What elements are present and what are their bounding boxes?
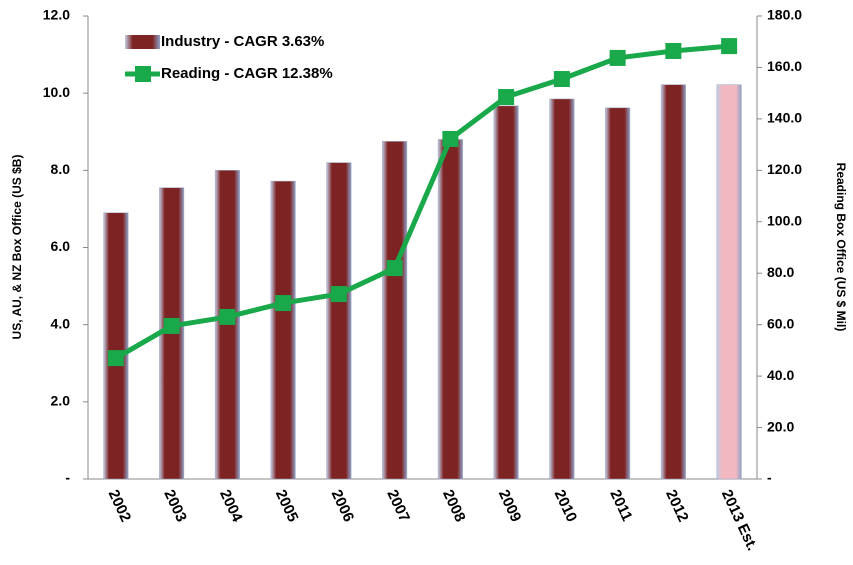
- y-tick-label: 8.0: [51, 161, 71, 177]
- line-marker: [219, 308, 236, 325]
- line-marker: [442, 130, 459, 147]
- bar: [493, 105, 519, 480]
- x-tick-label: 2008: [439, 487, 469, 524]
- y2-tick-label: 40.0: [767, 367, 794, 383]
- x-tick-label: 2003: [160, 487, 190, 524]
- line-marker: [553, 71, 570, 88]
- line-marker: [721, 38, 738, 55]
- bar: [605, 107, 631, 480]
- line-marker: [107, 350, 124, 367]
- legend-label: Reading - CAGR 12.38%: [161, 65, 333, 82]
- line-marker: [330, 286, 347, 303]
- y2-tick-label: 60.0: [767, 315, 794, 331]
- legend-swatch: [135, 66, 151, 82]
- line: [114, 43, 730, 361]
- x-tick-label: 2004: [216, 487, 246, 525]
- y2-tick-label: 180.0: [767, 7, 802, 23]
- bar: [549, 98, 575, 480]
- y-tick-label: 10.0: [43, 84, 70, 100]
- legend-label: Industry - CAGR 3.63%: [161, 33, 324, 50]
- line-marker: [163, 317, 180, 334]
- y-tick-label: -: [65, 470, 70, 486]
- x-tick-label: 2009: [495, 487, 525, 524]
- x-tick-label: 2011: [606, 487, 635, 524]
- x-tick-label: 2007: [383, 487, 413, 524]
- y-axis-title: US, AU, & NZ Box Office (US $B): [10, 155, 24, 340]
- y2-tick-label: 140.0: [767, 110, 802, 126]
- line-marker: [665, 42, 682, 59]
- x-tick-label: 2010: [551, 487, 581, 524]
- x-tick-label: 2013 Est.: [718, 487, 761, 553]
- bar: [326, 162, 352, 480]
- y2-tick-label: 20.0: [767, 418, 794, 434]
- y-tick-label: 12.0: [43, 7, 70, 23]
- x-tick-label: 2002: [105, 487, 135, 524]
- bar: [103, 212, 129, 480]
- y2-tick-label: 100.0: [767, 212, 802, 228]
- y-tick-label: 2.0: [51, 393, 71, 409]
- legend-swatch: [125, 35, 160, 49]
- x-tick-label: 2006: [328, 487, 358, 524]
- bar: [660, 84, 686, 480]
- bar: [382, 141, 408, 480]
- bar: [270, 180, 296, 480]
- bar: [716, 84, 742, 480]
- y2-tick-label: 160.0: [767, 58, 802, 74]
- y2-tick-label: -: [767, 470, 772, 486]
- line-marker: [498, 89, 515, 106]
- y2-axis-title: Reading Box Office (US $ Mil): [834, 163, 848, 332]
- y2-tick-label: 80.0: [767, 264, 794, 280]
- y-tick-label: 4.0: [51, 315, 71, 331]
- line-marker: [275, 295, 292, 312]
- x-tick-label: 2012: [662, 487, 692, 524]
- bar: [437, 139, 463, 480]
- y2-tick-label: 120.0: [767, 161, 802, 177]
- line-marker: [609, 49, 626, 66]
- x-tick-label: 2005: [272, 487, 302, 524]
- y-tick-label: 6.0: [51, 238, 71, 254]
- line-marker: [386, 260, 403, 277]
